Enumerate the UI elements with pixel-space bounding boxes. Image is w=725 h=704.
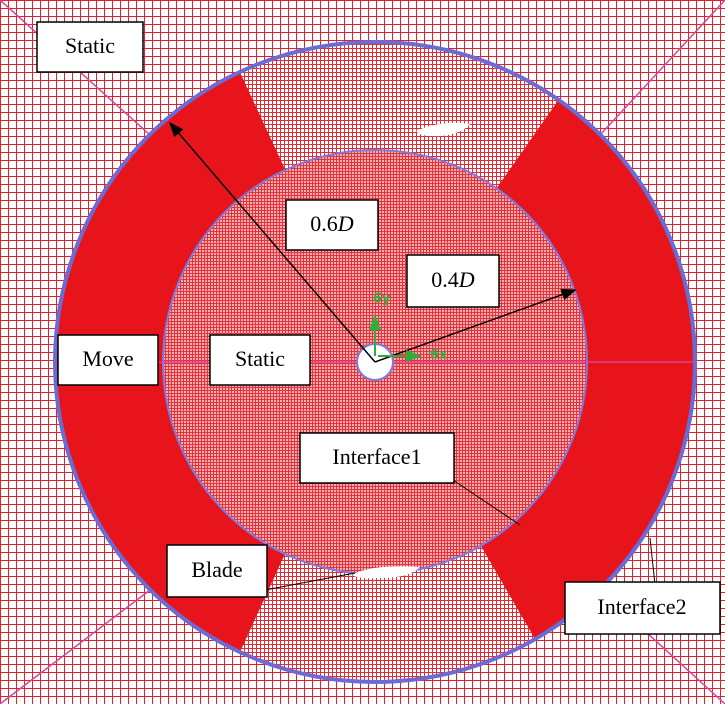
label: Blade — [191, 557, 242, 582]
label: Move — [82, 346, 133, 371]
label: Interface1 — [332, 444, 421, 469]
axis-label: 6x — [430, 348, 448, 363]
label: Static — [235, 346, 285, 371]
mesh-diagram: 6y 6x Static 0.6D 0.4D Move Static Inter… — [0, 0, 725, 704]
axis-label: 6y — [373, 292, 391, 307]
label-symbol: D — [458, 267, 475, 292]
label-number: 0.4 — [431, 267, 459, 292]
label: 0.4D — [431, 267, 475, 292]
label: Static — [65, 33, 115, 58]
label: 0.6D — [310, 211, 354, 236]
label-symbol: D — [337, 211, 354, 236]
label: Interface2 — [597, 594, 686, 619]
label-number: 0.6 — [310, 211, 338, 236]
